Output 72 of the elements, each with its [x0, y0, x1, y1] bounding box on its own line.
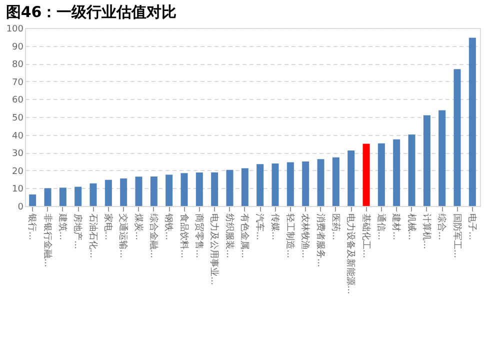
x-tick-label: 轻工制造...	[284, 214, 296, 258]
x-tick-label: 机械...	[406, 214, 417, 240]
bar	[135, 176, 142, 206]
x-tick-label: 消费者服务...	[314, 214, 326, 268]
x-tick-label: 传媒...	[269, 214, 280, 240]
bar	[272, 163, 279, 206]
x-tick-label: 电子...	[466, 214, 478, 240]
bar	[241, 168, 248, 206]
bar	[438, 110, 446, 206]
bar	[348, 150, 355, 206]
bar	[302, 162, 310, 206]
bar	[90, 183, 97, 206]
x-tick-label: 国防军工...	[451, 214, 462, 258]
y-tick-label: 40	[12, 131, 24, 142]
x-tick-label: 基础化工...	[360, 214, 372, 258]
bar	[317, 159, 324, 206]
x-tick-label: 医药...	[330, 214, 341, 240]
x-tick-label: 家电...	[102, 214, 114, 240]
x-tick-label: 煤炭...	[132, 214, 144, 240]
bar	[378, 143, 385, 206]
bar	[44, 188, 52, 206]
x-tick-label: 综合金融...	[148, 214, 159, 258]
y-tick-label: 70	[12, 78, 24, 88]
x-tick-label: 综合...	[436, 214, 448, 240]
bar	[286, 162, 294, 206]
bar	[211, 172, 218, 206]
bar	[150, 176, 158, 206]
bar	[408, 134, 416, 206]
x-tick-label: 有色金属...	[238, 214, 250, 258]
bar	[196, 172, 203, 206]
y-tick-label: 90	[12, 42, 24, 52]
x-tick-label: 石油石化...	[87, 214, 98, 258]
x-tick-label: 建筑...	[56, 212, 68, 240]
y-tick-label: 30	[12, 149, 24, 160]
bar	[59, 188, 66, 206]
chart-title: 图46：一级行业估值对比	[6, 3, 177, 21]
y-tick-label: 100	[6, 24, 24, 34]
bar	[104, 180, 112, 206]
bar	[332, 157, 340, 206]
x-tick-label: 纺织服装...	[224, 214, 235, 258]
x-tick-label: 钢铁...	[163, 212, 174, 240]
x-tick-label: 通信...	[375, 214, 386, 240]
x-tick-label: 农林牧渔...	[300, 214, 311, 258]
bar	[166, 174, 173, 206]
x-tick-label: 非银行金融...	[42, 214, 53, 268]
y-tick-label: 80	[12, 60, 24, 70]
x-tick-label: 食品饮料...	[178, 214, 190, 258]
x-tick-label: 房地产...	[72, 214, 84, 250]
y-tick-label: 20	[12, 166, 24, 177]
y-tick-label: 50	[12, 114, 24, 124]
x-tick-label: 计算机...	[420, 214, 432, 250]
x-tick-label: 交通运输...	[118, 214, 129, 258]
bar	[423, 115, 430, 206]
bar	[256, 164, 264, 206]
x-tick-label: 商贸零售...	[193, 214, 204, 258]
x-tick-label: 建材...	[390, 212, 402, 240]
x-tick-label: 电力及公用事业...	[208, 214, 220, 286]
y-tick-label: 60	[12, 96, 24, 106]
x-tick-label: 银行...	[26, 212, 38, 240]
y-tick-label: 0	[18, 202, 24, 212]
bar	[120, 178, 128, 206]
bar	[393, 139, 400, 206]
bar	[226, 170, 234, 206]
bar	[362, 144, 370, 206]
bar	[180, 173, 188, 206]
x-tick-label: 汽车...	[254, 214, 266, 240]
y-tick-label: 10	[12, 184, 24, 195]
bar	[29, 194, 36, 206]
x-tick-label: 电力设备及新能源...	[345, 214, 356, 294]
bar	[74, 186, 82, 206]
bar	[468, 38, 476, 206]
bar	[454, 69, 461, 206]
